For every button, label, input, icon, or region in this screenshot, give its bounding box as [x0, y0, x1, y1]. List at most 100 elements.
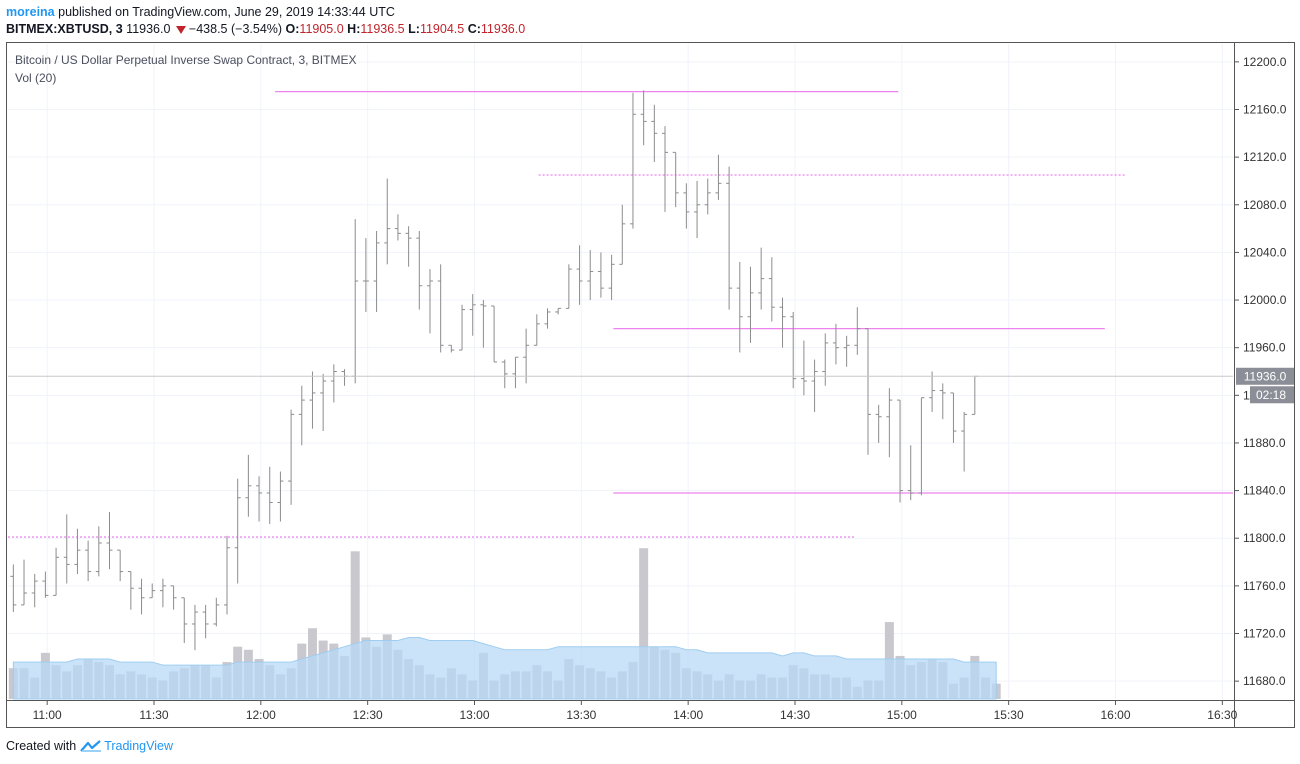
- ohlc-bar: [747, 266, 754, 343]
- ohlc-bar: [352, 219, 359, 384]
- bar-countdown: 02:18: [1256, 388, 1286, 402]
- ohlc-bar: [245, 454, 252, 517]
- ohlc-bar: [437, 264, 444, 353]
- ohlc-bar: [533, 314, 540, 346]
- price-tick-label: 11720.0: [1243, 627, 1286, 641]
- tradingview-logo-icon: [80, 740, 102, 752]
- last-price-tag: 11936.0 02:18: [1236, 367, 1294, 404]
- time-axis: 11:00 11:30 12:00 12:30 13:00 13:30 14:00 14:30…: [33, 701, 1238, 722]
- ohlc-bar: [918, 397, 925, 496]
- volume-bar: [350, 551, 360, 699]
- ohlc-bar: [95, 526, 102, 577]
- price-tick-label: 11680.0: [1243, 674, 1286, 688]
- ohlc-bar: [950, 392, 957, 443]
- last-price: 11936.0: [126, 22, 171, 36]
- ohlc-bar: [491, 305, 498, 363]
- ohlc-bar: [907, 445, 914, 501]
- volume-ma-area: [12, 636, 997, 700]
- ohlc-bar: [822, 333, 829, 386]
- author-link[interactable]: moreina: [6, 5, 55, 19]
- price-tick-label: 12120.0: [1243, 150, 1287, 164]
- time-tick-label: 12:30: [353, 708, 383, 722]
- ohlc-bar: [459, 304, 466, 351]
- ohlc-bar: [127, 571, 134, 610]
- ohlc-bar: [266, 466, 273, 524]
- ohlc-bar: [736, 261, 743, 353]
- ohlc-bar: [629, 92, 636, 229]
- ohlc-bar: [811, 359, 818, 412]
- ohlc-bar: [768, 257, 775, 322]
- ohlc-bar: [256, 476, 263, 522]
- ohlc-bar: [202, 604, 209, 639]
- chart-title: Bitcoin / US Dollar Perpetual Inverse Sw…: [15, 53, 357, 67]
- ohlc-bar: [298, 385, 305, 446]
- ohlc-bar: [53, 547, 60, 596]
- ohlc-bar: [715, 154, 722, 201]
- ohlc-bar: [864, 328, 871, 455]
- price-tick-label: 12040.0: [1243, 245, 1287, 259]
- time-tick-label: 11:30: [139, 708, 168, 722]
- ohlc-bar: [597, 252, 604, 298]
- time-tick-label: 15:00: [887, 708, 917, 722]
- ohlc-bar: [330, 364, 337, 403]
- high-value: 11936.5: [360, 22, 405, 36]
- ohlc-bar: [832, 323, 839, 365]
- price-tick-label: 12080.0: [1243, 198, 1287, 212]
- ohlc-bar: [662, 126, 669, 212]
- ohlc-bar: [523, 328, 530, 384]
- high-label: H:: [347, 22, 361, 36]
- price-tick-label: 11840.0: [1243, 484, 1286, 498]
- time-tick-label: 14:30: [780, 708, 810, 722]
- ohlc-bar: [384, 178, 391, 265]
- ohlc-header: BITMEX:XBTUSD, 3 11936.0 −438.5 (−3.54%)…: [6, 22, 525, 36]
- price-tick-label: 12200.0: [1243, 55, 1287, 69]
- ohlc-bar: [448, 344, 455, 353]
- grid: [8, 44, 1233, 699]
- ohlc-bar: [21, 559, 28, 606]
- ohlc-bar: [565, 264, 572, 309]
- volume-legend: Vol (20): [15, 71, 57, 85]
- ohlc-bar: [106, 512, 113, 570]
- tradingview-link[interactable]: TradingView: [104, 739, 173, 753]
- ohlc-bar: [469, 294, 476, 336]
- ohlc-bar: [416, 230, 423, 310]
- ohlc-bar: [373, 230, 380, 312]
- ohlc-bar: [31, 573, 38, 608]
- ohlc-bar: [426, 269, 433, 334]
- horizontal-lines: [8, 91, 1233, 538]
- bar-countdown-box: [1250, 386, 1294, 404]
- low-value: 11904.5: [419, 22, 465, 36]
- ohlc-bar: [929, 371, 936, 412]
- ohlc-bar: [191, 604, 198, 651]
- last-price-tag-value: 11936.0: [1244, 369, 1287, 383]
- ohlc-bar: [800, 340, 807, 396]
- ohlc-bar: [159, 578, 166, 608]
- ohlc-bar: [790, 311, 797, 389]
- close-value: 11936.0: [480, 22, 526, 36]
- ohlc-bar: [10, 564, 17, 613]
- ohlc-bar: [704, 178, 711, 215]
- ohlc-bar: [170, 585, 177, 610]
- symbol-label: BITMEX:XBTUSD, 3: [6, 22, 123, 36]
- ohlc-bar: [512, 356, 519, 389]
- ohlc-bar: [640, 90, 647, 146]
- last-price-tag-box: [1236, 367, 1294, 385]
- ohlc-bar: [854, 307, 861, 355]
- ohlc-bar: [576, 245, 583, 305]
- open-value: 11905.0: [299, 22, 344, 36]
- chart-frame: [6, 42, 1295, 728]
- volume-bar: [639, 548, 649, 699]
- time-tick-label: 14:00: [673, 708, 703, 722]
- ohlc-bar: [779, 297, 786, 348]
- ohlc-bar: [288, 409, 295, 505]
- ohlc-bar: [277, 471, 284, 522]
- ohlc-bar: [843, 335, 850, 367]
- ohlc-bar: [555, 307, 562, 315]
- price-tick-label: 11960.0: [1243, 341, 1286, 355]
- ohlc-bar: [726, 166, 733, 310]
- price-tick-label: 11760.0: [1243, 579, 1286, 593]
- price-tick-label: 12160.0: [1243, 103, 1287, 117]
- time-tick-label: 13:30: [566, 708, 596, 722]
- price-tick-label: 11800.0: [1243, 531, 1286, 545]
